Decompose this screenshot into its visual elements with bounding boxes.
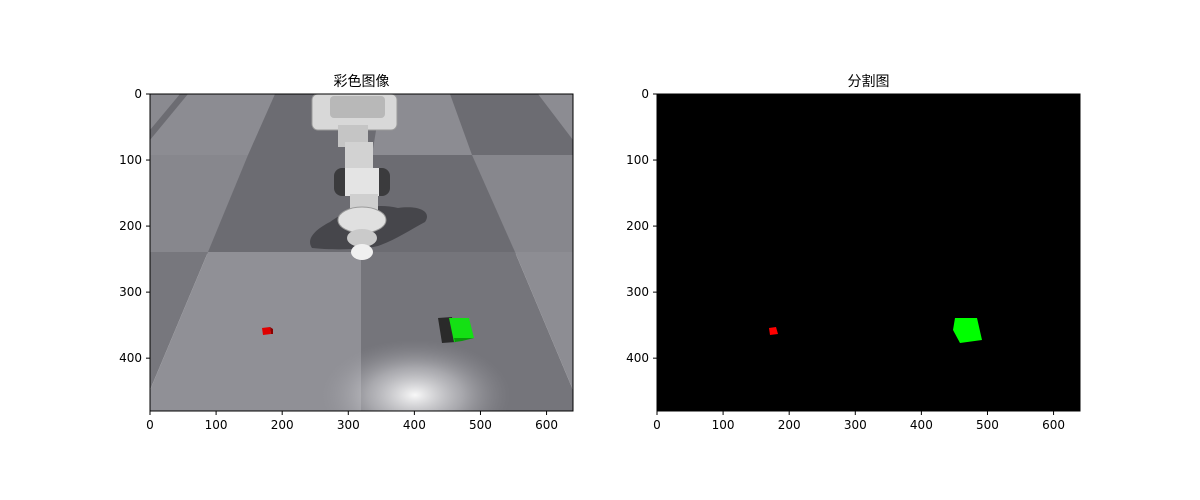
- red-cube: [262, 327, 273, 335]
- segmentation-axes: 0 100 200 300 400 500 600 0 100 200 300 400: [626, 87, 1065, 432]
- y-tick-label: 200: [119, 219, 142, 233]
- y-tick-label: 300: [119, 285, 142, 299]
- segmentation-image: [657, 94, 1080, 411]
- green-mask: [953, 318, 982, 343]
- x-tick-label: 0: [146, 418, 154, 432]
- x-tick-label: 100: [205, 418, 228, 432]
- segmentation-title: 分割图: [848, 73, 890, 90]
- x-tick-label: 300: [337, 418, 360, 432]
- x-tick-label: 200: [271, 418, 294, 432]
- y-tick-label: 200: [626, 219, 649, 233]
- red-mask: [769, 327, 778, 335]
- y-tick-label: 300: [626, 285, 649, 299]
- x-tick-label: 0: [653, 418, 661, 432]
- x-tick-label: 300: [844, 418, 867, 432]
- color-image-axes: 0 100 200 300 400 500 600 0 100 200 300 400: [119, 87, 558, 432]
- x-tick-label: 600: [535, 418, 558, 432]
- x-tick-label: 500: [469, 418, 492, 432]
- y-tick-label: 400: [626, 351, 649, 365]
- y-tick-label: 0: [641, 87, 649, 101]
- color-image-panel: 彩色图像: [119, 73, 574, 432]
- segmentation-panel: 分割图 0 100 200 300 400 500 600 0 100 200 300 400: [626, 73, 1081, 432]
- x-tick-label: 600: [1042, 418, 1065, 432]
- x-tick-label: 100: [712, 418, 735, 432]
- color-image-title: 彩色图像: [334, 73, 390, 90]
- color-image-frame: [149, 93, 574, 412]
- robot-arm: [311, 94, 398, 260]
- y-tick-label: 400: [119, 351, 142, 365]
- color-image: [150, 94, 573, 411]
- x-tick-label: 400: [910, 418, 933, 432]
- x-tick-label: 200: [778, 418, 801, 432]
- y-tick-label: 100: [626, 153, 649, 167]
- x-tick-label: 500: [976, 418, 999, 432]
- y-tick-label: 100: [119, 153, 142, 167]
- segmentation-frame: [656, 93, 1081, 412]
- y-tick-label: 0: [134, 87, 142, 101]
- green-cube: [438, 317, 474, 343]
- x-tick-label: 400: [403, 418, 426, 432]
